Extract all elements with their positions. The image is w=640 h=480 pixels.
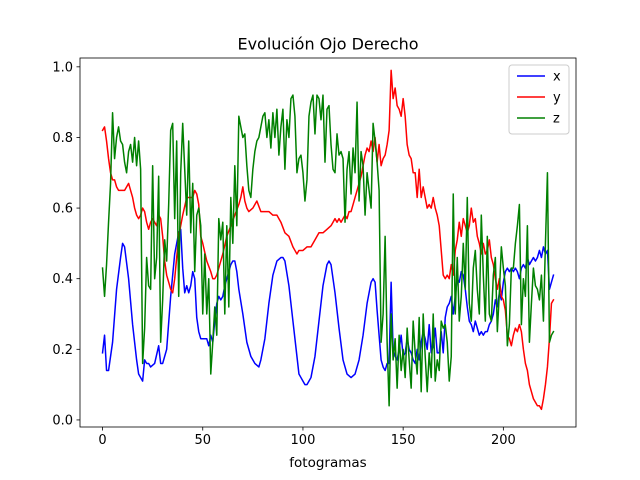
plot-frame (79, 57, 577, 428)
chart-title: Evolución Ojo Derecho (237, 35, 418, 54)
x-axis-label: fotogramas (289, 455, 366, 471)
y-tick-label: 0.8 (52, 131, 73, 146)
axes-layer: 0 50 100 150 200 0.0 0.2 0.4 0.6 0.8 1.0 (52, 57, 577, 448)
series-layer (101, 69, 555, 411)
x-tick-label: 150 (391, 433, 416, 448)
legend-label-z: z (553, 112, 560, 127)
x-tick-label: 100 (291, 433, 316, 448)
y-tick-label: 0.0 (52, 413, 73, 428)
y-tick-label: 1.0 (52, 60, 73, 75)
x-tick-label: 200 (491, 433, 516, 448)
legend-label-x: x (553, 70, 561, 85)
y-tick-label: 0.6 (52, 202, 73, 217)
x-tick-label: 50 (194, 433, 211, 448)
legend-box (508, 64, 570, 135)
legend-label-y: y (553, 91, 561, 106)
y-tick-label: 0.2 (52, 343, 73, 358)
x-tick-label: 0 (98, 433, 106, 448)
legend: xyz (508, 64, 570, 135)
series-line-z (101, 94, 555, 407)
y-tick-label: 0.4 (52, 272, 73, 287)
